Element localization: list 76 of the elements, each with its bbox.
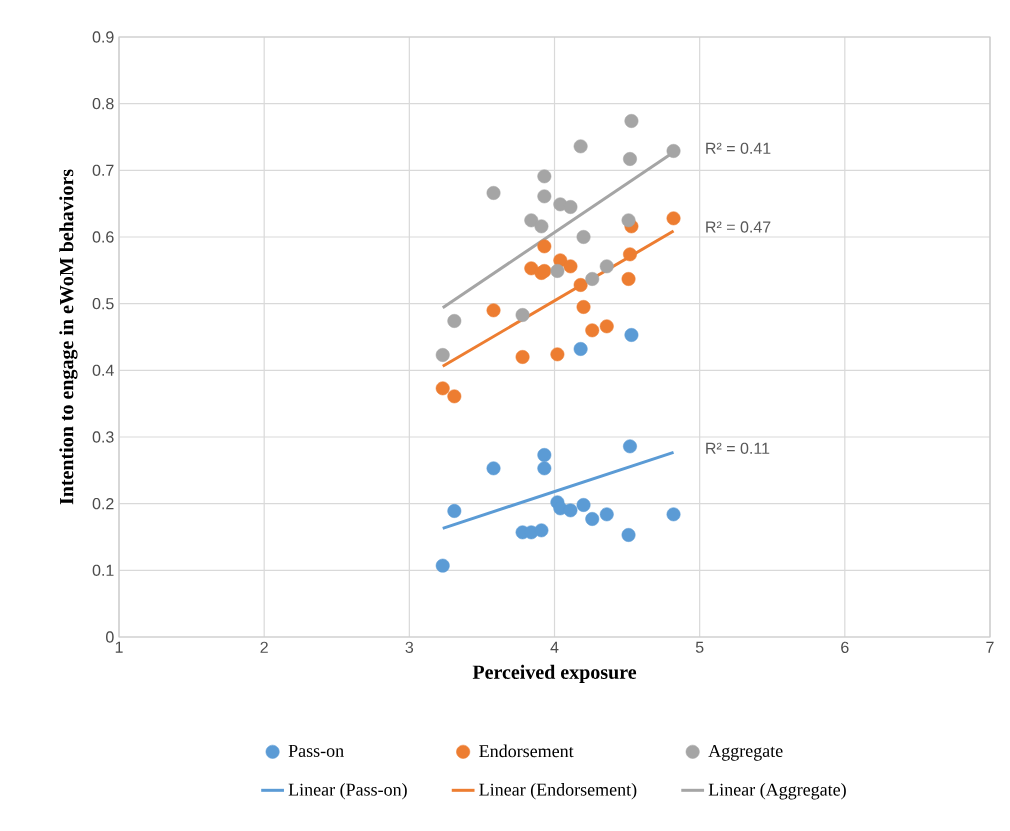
- y-tick-label: 0.7: [92, 164, 114, 176]
- y-tick-label: 0.6: [92, 231, 114, 243]
- x-tick-label: 5: [695, 641, 704, 653]
- annotation: R² = 0.11: [706, 442, 770, 454]
- point: [550, 264, 565, 278]
- point: [666, 507, 681, 522]
- point: [486, 186, 501, 200]
- y-tick-label: 0.9: [92, 31, 114, 43]
- point: [576, 230, 591, 244]
- point: [573, 139, 588, 154]
- point: [624, 328, 639, 342]
- point: [599, 319, 614, 334]
- x-tick-label: 3: [405, 641, 414, 654]
- y-tick-label: 0.8: [92, 98, 114, 110]
- point: [621, 272, 636, 286]
- legend-label: Aggregate: [708, 744, 783, 761]
- x-axis-title: Perceived exposure: [472, 664, 637, 683]
- point: [599, 507, 614, 522]
- legend-label: Linear (Endorsement): [479, 783, 637, 800]
- legend-label: Linear (Aggregate): [708, 783, 846, 800]
- point: [524, 213, 539, 228]
- point: [550, 347, 565, 362]
- point: [576, 498, 591, 512]
- annotation: R² = 0.41: [706, 142, 771, 154]
- legend-label: Pass-on: [288, 744, 344, 757]
- point: [573, 278, 588, 292]
- point: [515, 308, 530, 322]
- point: [435, 558, 450, 573]
- point: [624, 114, 639, 128]
- point: [447, 504, 462, 518]
- point: [585, 272, 600, 286]
- x-tick-label: 2: [260, 641, 268, 653]
- legend-label: Linear (Pass-on): [288, 783, 407, 800]
- y-tick-label: 0.2: [92, 497, 114, 510]
- point: [515, 350, 530, 364]
- point: [576, 300, 591, 314]
- point: [537, 461, 552, 476]
- annotation: R² = 0.47: [706, 221, 771, 233]
- point: [537, 448, 552, 462]
- point: [585, 323, 600, 338]
- point: [524, 261, 539, 276]
- x-tick-label: 1: [115, 641, 123, 653]
- x-tick-label: 4: [550, 641, 559, 653]
- point: [599, 259, 614, 274]
- x-tick-label: 6: [841, 641, 849, 654]
- point: [623, 247, 637, 262]
- point: [563, 259, 578, 274]
- point: [435, 348, 450, 362]
- y-tick-label: 0.4: [92, 364, 114, 376]
- point: [666, 144, 681, 158]
- point: [486, 303, 501, 318]
- x-tick-label: 7: [986, 641, 994, 653]
- point: [537, 239, 552, 254]
- y-tick-label: 0.5: [92, 297, 114, 310]
- point: [435, 381, 450, 396]
- point: [537, 189, 552, 204]
- point: [447, 314, 462, 328]
- legend-label: Endorsement: [479, 744, 574, 758]
- point: [573, 342, 588, 356]
- point: [666, 211, 681, 226]
- point: [621, 213, 636, 228]
- y-tick-label: 0: [106, 631, 114, 643]
- point: [486, 461, 501, 476]
- y-axis-title: Intention to engage in eWoM behaviors: [59, 169, 78, 505]
- point: [621, 528, 636, 542]
- point: [534, 523, 549, 538]
- y-tick-label: 0.1: [92, 564, 114, 576]
- point: [447, 389, 462, 404]
- point: [534, 219, 549, 234]
- point: [563, 503, 578, 518]
- point: [623, 439, 637, 454]
- point: [563, 200, 578, 214]
- point: [537, 169, 552, 184]
- point: [585, 512, 600, 526]
- y-tick-label: 0.3: [92, 431, 114, 443]
- point: [623, 152, 637, 166]
